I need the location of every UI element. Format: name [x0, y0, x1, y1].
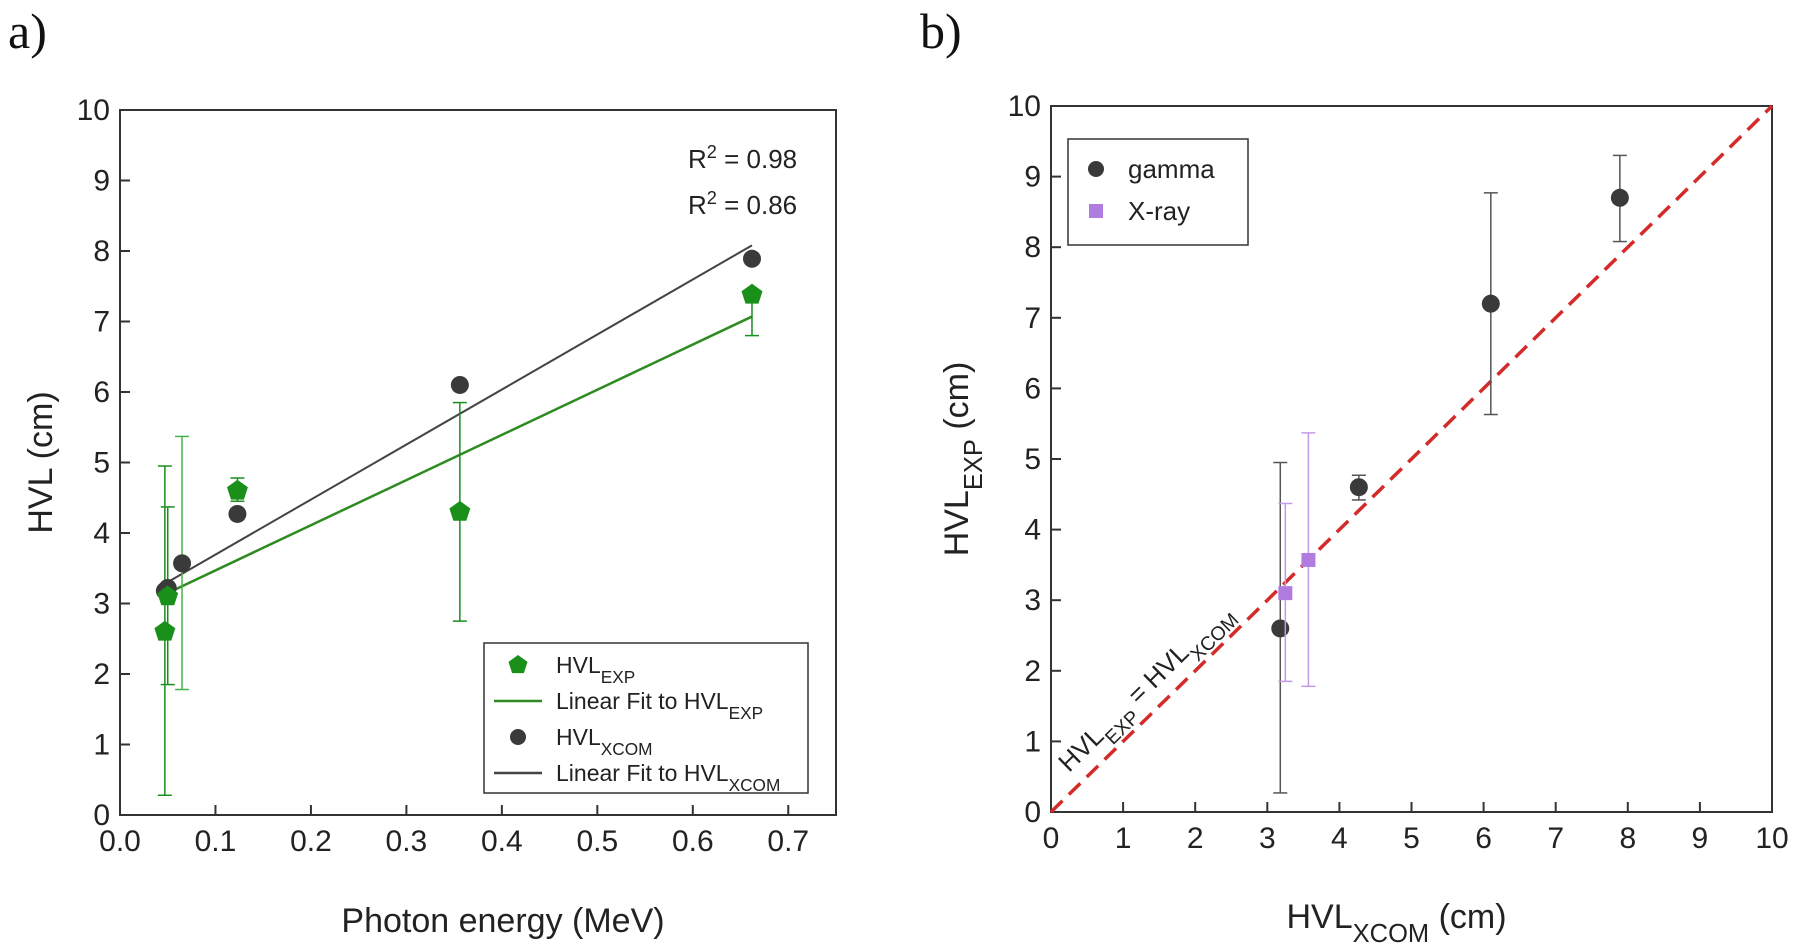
data-point-exp [227, 480, 248, 500]
y-tick-label-a: 2 [93, 658, 110, 691]
x-tick-label-b: 7 [1547, 822, 1564, 855]
x-axis-label-b: HVLXCOM (cm) [1287, 898, 1507, 946]
x-tick-label-a: 0.7 [767, 825, 809, 858]
data-point-exp [449, 501, 470, 521]
data-point-gamma [1482, 295, 1500, 313]
y-tick-label-b: 4 [1024, 514, 1041, 547]
data-point-X-ray [1301, 553, 1315, 567]
y-tick-label-b: 2 [1024, 655, 1041, 688]
text-span: R [688, 190, 707, 220]
x-tick-label-b: 0 [1043, 822, 1060, 855]
x-tick-label-b: 9 [1692, 822, 1709, 855]
y-tick-label-a: 6 [93, 376, 110, 409]
text-span: 2 [707, 142, 717, 162]
x-tick-label-b: 3 [1259, 822, 1276, 855]
y-tick-label-b: 3 [1024, 584, 1041, 617]
legend-circle-swatch [510, 729, 526, 745]
x-tick-label-a: 0.2 [290, 825, 332, 858]
data-point-gamma [1611, 189, 1629, 207]
y-tick-label-a: 4 [93, 517, 110, 550]
legend-entry-label: X-ray [1128, 196, 1190, 226]
y-tick-label-a: 5 [93, 447, 110, 480]
x-tick-label-b: 10 [1755, 822, 1788, 855]
x-tick-label-a: 0.5 [576, 825, 618, 858]
fit-line-xcom [165, 245, 752, 583]
x-tick-label-b: 6 [1475, 822, 1492, 855]
x-tick-label-b: 5 [1403, 822, 1420, 855]
x-tick-label-a: 0.1 [195, 825, 237, 858]
x-axis-label-a: Photon energy (MeV) [341, 902, 664, 940]
text-span: XCOM [1186, 609, 1243, 666]
x-tick-label-b: 4 [1331, 822, 1348, 855]
y-tick-label-b: 7 [1024, 302, 1041, 335]
data-point-xcom [451, 376, 469, 394]
x-tick-label-a: 0.3 [386, 825, 428, 858]
x-tick-label-a: 0.4 [481, 825, 523, 858]
text-span: HVL [1287, 898, 1353, 936]
text-span: XCOM [729, 775, 781, 795]
y-axis-label-a: HVL (cm) [22, 391, 60, 533]
text-span: EXP [729, 703, 764, 723]
y-tick-label-b: 9 [1024, 161, 1041, 194]
y-tick-label-b: 0 [1024, 796, 1041, 829]
y-tick-label-b: 1 [1024, 725, 1041, 758]
y-tick-label-a: 9 [93, 165, 110, 198]
x-tick-label-b: 1 [1115, 822, 1132, 855]
x-tick-label-b: 2 [1187, 822, 1204, 855]
text-span: = 0.86 [717, 190, 797, 220]
x-tick-label-b: 8 [1619, 822, 1636, 855]
y-tick-label-b: 8 [1024, 231, 1041, 264]
text-span: = 0.98 [717, 144, 797, 174]
text-span: EXP [601, 667, 636, 687]
text-span: XCOM [601, 739, 653, 759]
y-tick-label-a: 10 [77, 94, 110, 127]
legend-circle-swatch [1088, 161, 1104, 177]
data-point-xcom [173, 554, 191, 572]
r-squared-annotation: R2 = 0.86 [688, 188, 797, 220]
data-point-exp [154, 621, 175, 641]
figure-canvas: a) b) 0.0 0.1 0.2 0.3 0.4 0.5 0.6 0.70123456789… [0, 0, 1806, 946]
panel-b-label: b) [920, 3, 962, 59]
data-point-xcom [743, 250, 761, 268]
r-squared-annotation: R2 = 0.98 [688, 142, 797, 174]
text-span: XCOM [1353, 920, 1430, 946]
text-span: Linear Fit to HVL [556, 760, 729, 786]
y-tick-label-b: 6 [1024, 372, 1041, 405]
data-point-xcom [228, 505, 246, 523]
text-span: 2 [707, 188, 717, 208]
legend-square-swatch [1089, 204, 1103, 218]
y-tick-label-a: 0 [93, 799, 110, 832]
text-span: HVL [1052, 721, 1109, 778]
text-span: HVL [938, 490, 976, 556]
data-point-gamma [1350, 478, 1368, 496]
identity-line-label: HVLEXP = HVLXCOM [1052, 596, 1243, 784]
x-tick-label-a: 0.6 [672, 825, 714, 858]
data-point-exp [742, 284, 763, 304]
legend-entry-label: gamma [1128, 154, 1215, 184]
text-span: HVL [556, 724, 601, 750]
data-point-X-ray [1278, 586, 1292, 600]
y-tick-label-a: 1 [93, 729, 110, 762]
text-span: Linear Fit to HVL [556, 688, 729, 714]
chart-panel-a: 0.0 0.1 0.2 0.3 0.4 0.5 0.6 0.7012345678910Phot… [22, 94, 836, 940]
text-span: EXP [960, 439, 988, 490]
y-tick-label-b: 5 [1024, 443, 1041, 476]
text-span: (cm) [938, 362, 976, 439]
text-span: R [688, 144, 707, 174]
y-tick-label-a: 7 [93, 306, 110, 339]
y-tick-label-b: 10 [1008, 90, 1041, 123]
text-span: (cm) [1429, 898, 1506, 936]
y-tick-label-a: 8 [93, 235, 110, 268]
data-point-gamma [1271, 619, 1289, 637]
text-span: HVL [556, 652, 601, 678]
fit-line-exp [165, 317, 752, 595]
y-tick-label-a: 3 [93, 588, 110, 621]
panel-a-label: a) [8, 3, 47, 59]
y-axis-label-b: HVLEXP (cm) [938, 362, 988, 557]
